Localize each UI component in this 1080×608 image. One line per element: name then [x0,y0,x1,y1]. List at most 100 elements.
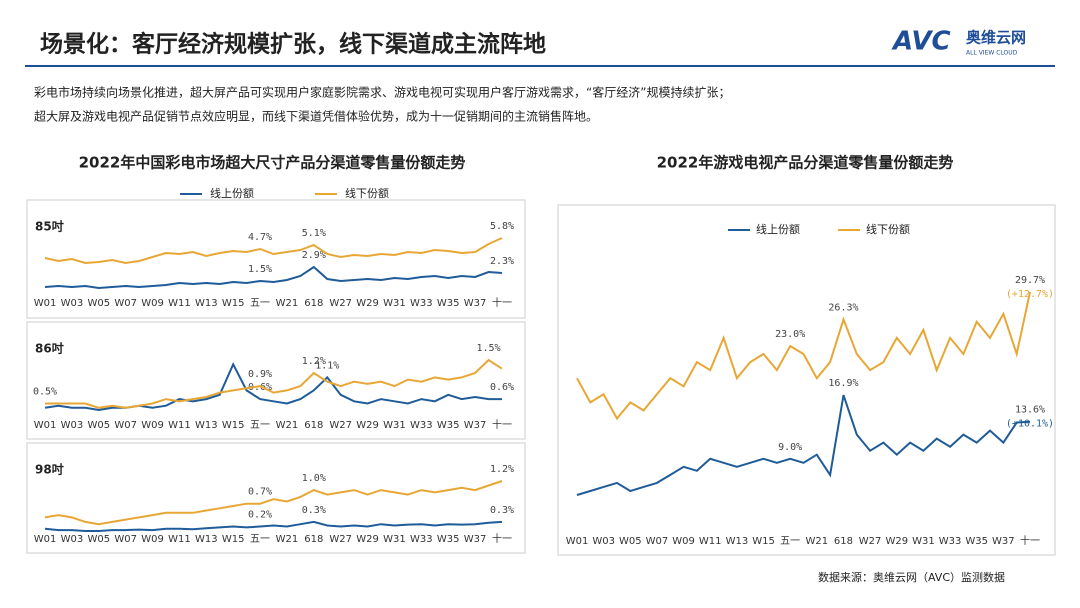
x-tick-label: W37 [992,536,1015,547]
x-tick-label: W33 [939,536,962,547]
panel-frame [26,199,526,319]
panel-frame [557,204,1056,556]
x-tick-label: W13 [195,420,218,431]
x-tick-label: W11 [168,420,191,431]
value-label: 9.0% [778,442,802,453]
logo-name: 奥维云网 [966,29,1026,47]
x-tick-label: W01 [566,536,589,547]
paragraph-line: 超大屏及游戏电视产品促销节点效应明显，而线下渠道凭借体验优势，成为十一促销期间的… [34,109,598,124]
x-tick-label: 618 [834,536,853,547]
x-tick-label: W27 [329,534,352,545]
x-tick-label: W37 [464,298,487,309]
panel-label: 98吋 [35,462,64,477]
x-tick-label: W09 [141,534,164,545]
x-tick-label: W21 [276,420,299,431]
x-tick-label: 618 [304,298,323,309]
paragraph-line: 彩电市场持续向场景化推进，超大屏产品可实现用户家庭影院需求、游戏电视可实现用户客… [34,85,730,100]
value-label: 0.6% [490,382,514,393]
x-tick-label: W31 [383,298,406,309]
value-label: 1.5% [477,343,501,354]
value-label: 0.5% [33,386,57,397]
logo-sub: ALL VIEW CLOUD [966,50,1018,57]
value-label: 1.5% [248,264,272,275]
x-tick-label: W31 [383,534,406,545]
x-tick-label: W33 [410,298,433,309]
value-label: 0.9% [248,369,272,380]
x-tick-label: W11 [699,536,722,547]
x-tick-label: W29 [356,298,379,309]
value-label: 16.9% [828,378,858,389]
x-tick-label: W31 [383,420,406,431]
x-tick-label: W03 [61,420,84,431]
x-tick-label: 五一 [780,536,800,547]
change-label: (+12.7%) [1006,289,1054,300]
x-tick-label: W27 [859,536,882,547]
legend-label: 线下份额 [345,186,389,200]
value-label: 0.3% [302,505,326,516]
panel-frame [26,442,526,554]
x-tick-label: W15 [752,536,775,547]
series-line [44,361,502,412]
x-tick-label: W37 [464,420,487,431]
x-tick-label: W33 [410,420,433,431]
slide-title: 场景化：客厅经济规模扩张，线下渠道成主流阵地 [40,31,546,58]
x-tick-label: W15 [222,420,245,431]
series-line [576,394,1031,496]
x-tick-label: W27 [329,298,352,309]
value-label: 0.2% [248,509,272,520]
x-tick-label: W09 [672,536,695,547]
x-tick-label: W15 [222,298,245,309]
x-tick-label: 五一 [250,420,270,431]
x-tick-label: W01 [34,420,57,431]
x-tick-label: W07 [646,536,669,547]
x-tick-label: W11 [168,534,191,545]
x-tick-label: W05 [87,534,110,545]
x-tick-label: 十一 [492,296,512,309]
value-label: 1.2% [302,356,326,367]
x-tick-label: 十一 [492,418,512,431]
logo: AVC [891,27,951,57]
x-tick-label: 618 [304,534,323,545]
chart-title: 2022年中国彩电市场超大尺寸产品分渠道零售量份额走势 [79,154,466,172]
x-tick-label: W09 [141,298,164,309]
panel-label: 85吋 [35,219,64,234]
change-label: (+10.1%) [1006,419,1054,430]
x-tick-label: W21 [276,534,299,545]
x-tick-label: W29 [885,536,908,547]
value-label: 2.9% [302,250,326,261]
series-line [44,520,503,532]
x-tick-label: 十一 [492,532,512,545]
value-label: 0.3% [490,505,514,516]
x-tick-label: W03 [592,536,615,547]
x-tick-label: 618 [304,420,323,431]
x-tick-label: W03 [61,534,84,545]
x-tick-label: W27 [329,420,352,431]
x-tick-label: W35 [437,298,460,309]
series-line [44,265,503,290]
value-label: 4.7% [248,232,272,243]
x-tick-label: W05 [619,536,642,547]
x-tick-label: W13 [195,298,218,309]
x-tick-label: W09 [141,420,164,431]
value-label: 0.7% [248,487,272,498]
x-tick-label: 十一 [1020,534,1040,547]
x-tick-label: W07 [114,534,137,545]
source: 数据来源：奥维云网（AVC）监测数据 [818,570,1005,584]
value-label: 29.7% [1015,275,1045,286]
x-tick-label: W05 [87,298,110,309]
x-tick-label: 五一 [250,298,270,309]
x-tick-label: W03 [61,298,84,309]
panel-frame [26,321,526,440]
x-tick-label: W21 [806,536,829,547]
x-tick-label: W21 [276,298,299,309]
value-label: 2.3% [490,256,514,267]
x-tick-label: 五一 [250,534,270,545]
x-tick-label: W01 [34,298,57,309]
series-line [44,237,503,265]
value-label: 1.2% [490,464,514,475]
x-tick-label: W11 [168,298,191,309]
x-tick-label: W35 [437,534,460,545]
legend-label: 线上份额 [756,222,800,236]
value-label: 0.6% [248,382,272,393]
x-tick-label: W15 [222,534,245,545]
